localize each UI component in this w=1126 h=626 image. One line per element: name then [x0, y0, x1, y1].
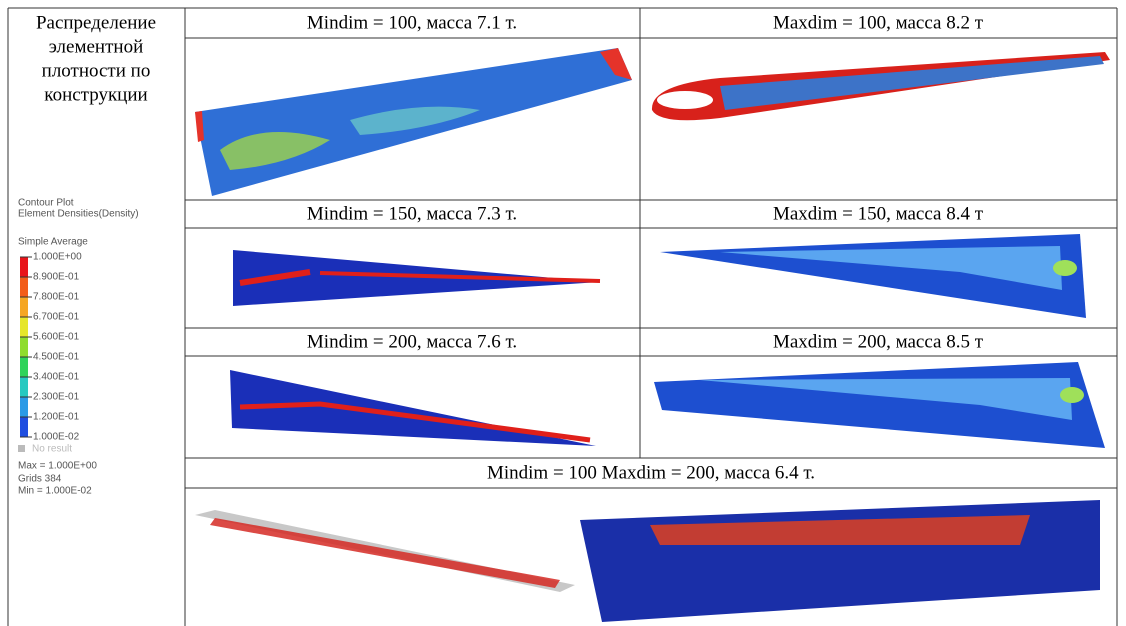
- legend-band: [20, 297, 28, 317]
- cell-header: Mindim = 200, масса 7.6 т.: [307, 331, 517, 352]
- legend-level: 5.600E-01: [33, 332, 80, 343]
- cell-header: Maxdim = 200, масса 8.5 т: [773, 331, 984, 352]
- legend-level: 6.700E-01: [33, 312, 80, 323]
- render-4: [660, 234, 1086, 318]
- legend-min: Min = 1.000E-02: [18, 486, 92, 497]
- legend-band: [20, 317, 28, 337]
- legend-grids: Grids 384: [18, 474, 62, 485]
- cell-header: Mindim = 100, масса 7.1 т.: [307, 12, 517, 33]
- legend-level: 1.000E+00: [33, 252, 82, 263]
- render-5: [230, 370, 596, 446]
- legend-band: [20, 257, 28, 277]
- legend-band: [20, 397, 28, 417]
- render-7: [195, 500, 1100, 622]
- cell-header: Maxdim = 100, масса 8.2 т: [773, 12, 984, 33]
- legend-max: Max = 1.000E+00: [18, 461, 97, 472]
- legend-band: [20, 357, 28, 377]
- no-result-swatch: [18, 445, 25, 452]
- render-3: [233, 250, 600, 306]
- legend-level: 4.500E-01: [33, 352, 80, 363]
- left-title: Распределение: [36, 12, 156, 33]
- legend-subtitle: Element Densities(Density): [18, 209, 139, 220]
- left-title: элементной: [49, 36, 144, 57]
- legend-band: [20, 337, 28, 357]
- legend-band: [20, 277, 28, 297]
- legend-level: 8.900E-01: [33, 272, 80, 283]
- legend-title: Contour Plot: [18, 198, 74, 209]
- render-2: [652, 52, 1110, 120]
- left-title: плотности по: [42, 60, 151, 81]
- page: Mindim = 100, масса 7.1 т. Maxdim = 100,…: [0, 0, 1126, 626]
- legend-method: Simple Average: [18, 237, 88, 248]
- legend-level: 7.800E-01: [33, 292, 80, 303]
- left-title: конструкции: [44, 84, 147, 105]
- no-result: No result: [32, 444, 72, 455]
- legend-level: 2.300E-01: [33, 392, 80, 403]
- render-6: [654, 362, 1105, 448]
- legend-level: 1.200E-01: [33, 412, 80, 423]
- legend-band: [20, 417, 28, 437]
- render-1: [195, 48, 632, 196]
- legend-band: [20, 377, 28, 397]
- cell-header: Maxdim = 150, масса 8.4 т: [773, 203, 984, 224]
- legend-level: 3.400E-01: [33, 372, 80, 383]
- cell-header: Mindim = 150, масса 7.3 т.: [307, 203, 517, 224]
- legend-level: 1.000E-02: [33, 432, 80, 443]
- cell-header: Mindim = 100 Maxdim = 200, масса 6.4 т.: [487, 462, 815, 483]
